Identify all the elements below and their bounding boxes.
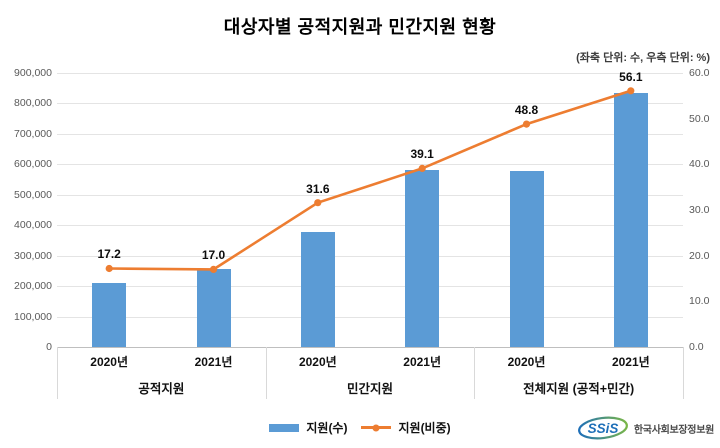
right-axis-tick-label: 20.0	[689, 249, 710, 262]
gridline	[57, 316, 683, 318]
right-axis-tick-label: 60.0	[689, 67, 710, 79]
ssis-logo-text: SSiS	[588, 421, 619, 436]
line-point-label: 48.8	[514, 103, 539, 118]
group-label: 민간지원	[346, 382, 393, 396]
chart-title: 대상자별 공적지원과 민간지원 현황	[223, 17, 497, 37]
year-label: 2020년	[90, 355, 129, 369]
year-label: 2021년	[611, 355, 650, 369]
legend-bar-swatch	[269, 423, 300, 432]
legend-line-label: 지원(비중)	[398, 421, 451, 435]
year-label: 2020년	[507, 355, 546, 369]
category-divider	[474, 347, 475, 399]
org-name: 한국사회보장정보원	[633, 424, 714, 436]
legend-bar-label: 지원(수)	[306, 421, 348, 435]
left-axis-tick-label: 400,000	[14, 219, 52, 232]
right-axis-tick-label: 30.0	[689, 204, 710, 216]
bar	[196, 269, 231, 347]
gridline	[57, 286, 683, 288]
legend-item-bar: 지원(수)	[269, 419, 347, 436]
group-label: 전체지원 (공적+민간)	[523, 382, 635, 396]
category-divider	[57, 347, 58, 399]
right-axis-tick-label: 50.0	[689, 112, 710, 125]
ssis-logo-mark: SSiS	[577, 416, 628, 440]
left-axis-tick-label: 0	[46, 341, 52, 353]
left-axis-tick-label: 500,000	[14, 188, 52, 201]
line-point-label: 17.0	[201, 248, 226, 263]
legend: 지원(수) 지원(비중)	[0, 419, 720, 436]
year-label: 2020년	[298, 355, 337, 369]
group-label: 공적지원	[138, 382, 185, 396]
year-label: 2021년	[194, 355, 233, 369]
line-point-label: 56.1	[619, 69, 643, 84]
left-axis-tick-label: 700,000	[14, 127, 52, 140]
legend-line-swatch	[361, 424, 392, 431]
x-axis-line	[57, 347, 683, 348]
left-axis-tick-label: 600,000	[14, 158, 52, 171]
left-axis-tick-label: 300,000	[14, 249, 52, 262]
bar	[92, 283, 127, 347]
right-axis-tick-label: 0.0	[689, 341, 704, 353]
right-axis-tick-label: 40.0	[689, 158, 710, 171]
legend-item-line: 지원(비중)	[361, 419, 451, 436]
category-divider	[683, 347, 684, 399]
line-point-label: 31.6	[306, 181, 330, 196]
gridline	[57, 73, 683, 74]
category-divider	[266, 347, 267, 399]
year-label: 2021년	[403, 355, 442, 369]
ssis-logo: SSiS 한국사회보장정보원	[576, 415, 714, 441]
line-point-label: 17.2	[97, 247, 121, 262]
line-point-label: 39.1	[410, 147, 434, 162]
left-axis-tick-label: 200,000	[14, 280, 52, 293]
axis-units-note: (좌축 단위: 수, 우측 단위: %)	[576, 52, 710, 64]
right-axis-tick-label: 10.0	[689, 295, 710, 308]
left-axis-tick-label: 900,000	[14, 67, 52, 79]
left-axis-tick-label: 100,000	[14, 310, 52, 323]
left-axis-tick-label: 800,000	[14, 97, 52, 110]
